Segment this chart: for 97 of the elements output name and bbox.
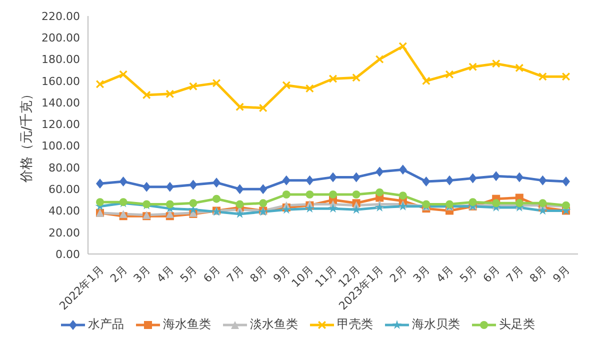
point bbox=[235, 208, 245, 218]
y-tick-label: 180.00 bbox=[42, 53, 80, 66]
point bbox=[212, 178, 220, 188]
point bbox=[96, 178, 104, 189]
x-tick-label: 8月 bbox=[248, 263, 270, 286]
point bbox=[166, 182, 174, 192]
point bbox=[538, 72, 547, 81]
legend-label: 海水鱼类 bbox=[162, 316, 211, 333]
point bbox=[492, 60, 500, 68]
legend-label: 淡水鱼类 bbox=[249, 316, 298, 333]
point bbox=[468, 173, 477, 184]
x-tick-label: 7月 bbox=[224, 263, 246, 286]
point bbox=[96, 198, 104, 206]
point bbox=[119, 70, 128, 78]
y-tick-label: 140.00 bbox=[42, 96, 80, 110]
x-tick-label: 4月 bbox=[434, 263, 456, 286]
point bbox=[492, 171, 500, 182]
point bbox=[398, 42, 407, 50]
point bbox=[212, 79, 220, 88]
legend-label: 甲壳类 bbox=[336, 316, 373, 333]
point bbox=[166, 210, 174, 218]
point bbox=[166, 200, 174, 208]
y-tick-label: 120.00 bbox=[42, 118, 80, 132]
point bbox=[446, 70, 454, 78]
point bbox=[119, 210, 128, 218]
legend-label: 水产品 bbox=[87, 316, 124, 333]
point bbox=[306, 190, 314, 198]
point bbox=[189, 180, 198, 190]
point bbox=[236, 102, 244, 111]
point bbox=[562, 72, 570, 81]
point bbox=[515, 172, 524, 182]
point bbox=[189, 199, 198, 208]
point bbox=[446, 175, 454, 186]
y-tick-label: 100.00 bbox=[42, 140, 80, 153]
point bbox=[142, 182, 151, 192]
y-tick-label: 220.00 bbox=[42, 10, 80, 23]
x-tick-label: 2月 bbox=[108, 263, 130, 286]
point bbox=[352, 172, 360, 182]
point bbox=[352, 190, 360, 198]
point bbox=[468, 62, 477, 71]
y-tick-label: 40.00 bbox=[48, 204, 80, 218]
point bbox=[212, 194, 220, 203]
y-tick-label: 0.00 bbox=[56, 248, 80, 261]
x-tick-label: 6月 bbox=[200, 263, 223, 286]
x-tick-label: 7月 bbox=[504, 263, 526, 286]
point bbox=[538, 206, 548, 215]
point bbox=[142, 90, 151, 99]
point bbox=[119, 176, 128, 187]
x-tick-label: 8月 bbox=[527, 263, 550, 286]
point bbox=[259, 184, 268, 194]
point bbox=[398, 192, 407, 200]
point bbox=[329, 172, 337, 182]
point bbox=[515, 64, 524, 72]
x-tick-label: 3月 bbox=[131, 263, 153, 286]
point bbox=[166, 90, 174, 98]
point bbox=[376, 166, 384, 177]
point bbox=[376, 55, 384, 64]
point bbox=[468, 198, 477, 206]
point bbox=[259, 104, 268, 112]
point bbox=[374, 202, 384, 212]
point bbox=[282, 175, 290, 186]
point bbox=[96, 80, 104, 88]
point bbox=[562, 176, 570, 187]
point bbox=[398, 164, 407, 175]
x-tick-label: 9月 bbox=[550, 263, 572, 286]
point bbox=[282, 204, 292, 214]
point bbox=[329, 190, 337, 198]
y-tick-label: 20.00 bbox=[48, 226, 80, 240]
point bbox=[236, 184, 244, 194]
x-tick-label: 2月 bbox=[387, 263, 410, 286]
point bbox=[376, 188, 384, 196]
point bbox=[282, 81, 290, 90]
x-tick-label: 4月 bbox=[154, 263, 176, 286]
x-tick-label: 3月 bbox=[410, 263, 433, 286]
x-tick-label: 5月 bbox=[457, 263, 480, 286]
point bbox=[538, 175, 547, 186]
point bbox=[328, 204, 338, 213]
point bbox=[259, 199, 268, 208]
y-axis-title: 价格（元/千克） bbox=[20, 87, 35, 184]
y-tick-label: 60.00 bbox=[48, 182, 80, 196]
point bbox=[422, 76, 430, 85]
point bbox=[352, 204, 362, 214]
point bbox=[189, 82, 198, 90]
point bbox=[236, 200, 244, 208]
y-tick-label: 200.00 bbox=[42, 32, 80, 45]
y-tick-label: 80.00 bbox=[48, 161, 80, 174]
x-tick-label: 6月 bbox=[480, 263, 502, 286]
point bbox=[306, 175, 314, 186]
point bbox=[422, 176, 430, 187]
y-tick-label: 160.00 bbox=[42, 74, 80, 88]
point bbox=[306, 84, 314, 92]
x-tick-label: 5月 bbox=[178, 263, 200, 286]
legend-label: 头足类 bbox=[498, 316, 535, 333]
legend-label: 海水贝类 bbox=[411, 316, 460, 333]
point bbox=[352, 74, 360, 82]
point bbox=[304, 204, 314, 213]
point bbox=[282, 190, 290, 198]
